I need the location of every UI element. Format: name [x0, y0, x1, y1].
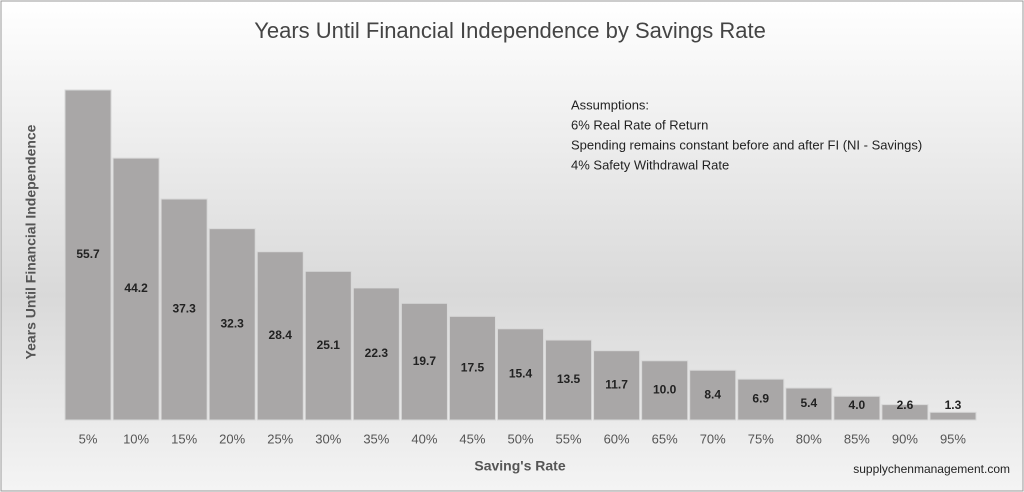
data-label: 5.4 — [800, 396, 817, 410]
bar — [737, 378, 785, 421]
bar — [64, 89, 112, 421]
annotation: 4% Safety Withdrawal Rate — [571, 157, 729, 172]
data-label: 55.7 — [76, 247, 100, 261]
x-tick-label: 75% — [748, 431, 774, 446]
x-tick-label: 30% — [315, 431, 341, 446]
data-label: 15.4 — [509, 367, 533, 381]
data-label: 25.1 — [317, 338, 341, 352]
bar — [593, 350, 641, 421]
bar — [112, 157, 160, 421]
data-label: 37.3 — [172, 302, 196, 316]
data-label: 11.7 — [605, 378, 628, 392]
bar — [448, 315, 496, 421]
x-tick-label: 60% — [604, 431, 630, 446]
x-tick-label: 40% — [411, 431, 437, 446]
bar — [785, 387, 833, 421]
data-label: 19.7 — [413, 354, 437, 368]
data-label: 28.4 — [269, 328, 293, 342]
bar — [256, 251, 304, 421]
data-label: 32.3 — [221, 316, 245, 330]
x-tick-label: 70% — [700, 431, 726, 446]
data-label: 6.9 — [752, 392, 769, 406]
source: supplychenmanagement.com — [853, 462, 1010, 476]
data-label: 8.4 — [704, 387, 721, 401]
annotation: Spending remains constant before and aft… — [571, 137, 922, 152]
x-tick-label: 50% — [507, 431, 533, 446]
data-label: 13.5 — [557, 372, 581, 386]
bar — [929, 411, 977, 421]
x-tick-label: 45% — [459, 431, 485, 446]
bar — [160, 198, 208, 421]
bar — [400, 302, 448, 421]
y-axis-title: Years Until Financial Independence — [23, 124, 39, 359]
x-tick-label: 65% — [652, 431, 678, 446]
bar — [352, 287, 400, 421]
data-label: 22.3 — [365, 346, 389, 360]
data-label: 44.2 — [124, 281, 148, 295]
chart-title: Years Until Financial Independence by Sa… — [254, 18, 766, 43]
bar — [304, 270, 352, 421]
x-axis-title: Saving's Rate — [474, 458, 565, 474]
bar — [208, 228, 256, 421]
x-tick-label: 25% — [267, 431, 293, 446]
x-tick-label: 95% — [940, 431, 966, 446]
bar — [496, 328, 545, 421]
x-tick-label: 80% — [796, 431, 822, 446]
x-tick-label: 10% — [123, 431, 149, 446]
annotation: Assumptions: — [571, 97, 649, 112]
data-label: 17.5 — [461, 360, 485, 374]
x-tick-label: 85% — [844, 431, 870, 446]
x-tick-label: 35% — [363, 431, 389, 446]
x-tick-label: 20% — [219, 431, 245, 446]
bar — [881, 404, 929, 421]
bar — [545, 339, 593, 421]
annotation: 6% Real Rate of Return — [571, 117, 708, 132]
bar — [641, 360, 689, 421]
x-tick-label: 15% — [171, 431, 197, 446]
data-label: 2.6 — [897, 398, 914, 412]
x-tick-label: 55% — [556, 431, 582, 446]
x-tick-label: 5% — [79, 431, 98, 446]
data-label: 4.0 — [849, 398, 866, 412]
x-tick-label: 90% — [892, 431, 918, 446]
bar — [689, 369, 737, 421]
data-label: 1.3 — [945, 398, 962, 412]
data-label: 10.0 — [653, 383, 677, 397]
bar — [833, 395, 881, 421]
